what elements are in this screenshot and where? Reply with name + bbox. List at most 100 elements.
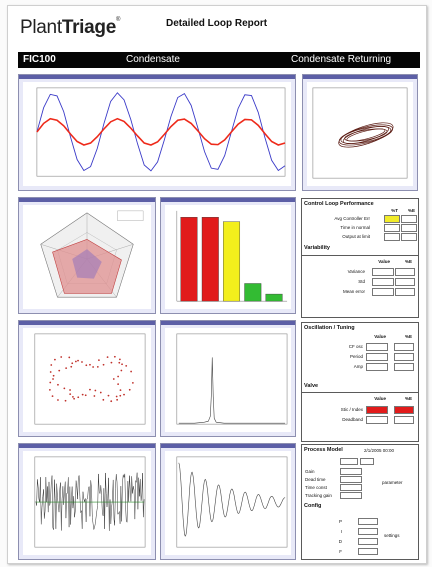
row-label: Tracking gain <box>305 493 332 498</box>
scatter-point <box>123 393 125 396</box>
scatter-point <box>117 375 119 378</box>
row-label: Time in normal <box>340 225 370 230</box>
value-cell <box>366 363 388 371</box>
value-cell <box>395 268 415 276</box>
scatter-point <box>112 378 115 380</box>
row-label: Amp <box>353 364 363 369</box>
valve-heading: Valve <box>304 383 319 389</box>
scatter-point <box>60 356 63 358</box>
scatter-point <box>130 370 132 373</box>
loop-description: Condensate <box>126 54 180 65</box>
value-cell <box>401 233 417 241</box>
scatter-point <box>81 393 84 396</box>
row-label: F <box>339 549 342 554</box>
report-page: PlantTriage® Detailed Loop Report FIC100… <box>7 5 427 564</box>
value-cell <box>340 468 362 475</box>
bar <box>244 283 262 302</box>
scatter-point <box>120 369 123 372</box>
scatter-point <box>77 359 79 362</box>
scatter-point <box>116 398 119 401</box>
noise-trend-panel <box>18 443 156 560</box>
value-cell <box>358 548 378 555</box>
scatter-point <box>84 394 87 397</box>
radar-chart-panel <box>18 197 156 314</box>
spectrum-chart-panel <box>160 320 296 437</box>
value-cell <box>372 288 394 296</box>
spectrum-plot-area <box>165 328 291 432</box>
scatter-point <box>52 378 54 380</box>
scatter-point <box>119 358 121 361</box>
scatter-chart <box>34 333 146 425</box>
panel-header <box>19 321 155 325</box>
scatter-point <box>57 383 59 386</box>
scatter-point <box>131 381 134 384</box>
row-label: Gain <box>305 469 315 474</box>
value-cell <box>366 343 388 351</box>
col-header: %E <box>407 208 415 213</box>
scatter-point <box>63 387 66 390</box>
row-label: Std <box>358 279 365 284</box>
bar-plot-area <box>165 205 291 309</box>
autocorrelation-line <box>178 462 286 537</box>
row-label: I <box>340 529 342 534</box>
row-label: Time const <box>305 485 327 490</box>
oscillation-heading: Oscillation / Tuning <box>304 325 355 331</box>
scatter-plot-area <box>23 328 151 432</box>
scatter-point <box>110 400 113 403</box>
scatter-point <box>85 364 88 367</box>
value-cell <box>360 458 374 465</box>
scatter-point <box>50 364 53 366</box>
scatter-point <box>72 395 74 398</box>
bar <box>223 221 241 302</box>
scatter-point <box>48 389 51 391</box>
divider <box>302 392 418 393</box>
panel-header <box>161 444 295 448</box>
scatter-point <box>96 365 99 368</box>
panel-header <box>161 321 295 325</box>
spectrum-chart <box>176 333 288 425</box>
value-cell <box>340 492 362 499</box>
scatter-point <box>74 360 77 363</box>
scatter-point <box>89 363 91 366</box>
value-cell <box>401 215 417 223</box>
scatter-point <box>49 381 52 384</box>
variability-heading: Variability <box>304 245 330 251</box>
scatter-point <box>81 361 83 363</box>
trend-series-line <box>36 92 286 172</box>
row-label: Variance <box>347 269 365 274</box>
row-label: D <box>338 539 342 544</box>
bar <box>180 217 198 302</box>
row-label: P <box>338 519 342 524</box>
report-title: Detailed Loop Report <box>166 18 268 29</box>
radar-chart <box>40 210 144 298</box>
value-cell <box>394 353 414 361</box>
value-cell <box>394 416 414 424</box>
loop-service: Condensate Returning <box>291 54 392 65</box>
value-cell <box>394 363 414 371</box>
value-cell <box>358 528 378 535</box>
planttriage-logo: PlantTriage® <box>20 17 121 38</box>
oscillation-table: Oscillation / Tuning Value %E CF osc Per… <box>301 322 419 442</box>
process-model-heading: Process Model <box>304 447 343 453</box>
value-cell <box>384 215 400 223</box>
panel-header <box>19 75 295 79</box>
scatter-point <box>99 391 102 394</box>
col-header: %T <box>391 208 398 213</box>
col-header: %E <box>404 396 412 401</box>
row-label: Output at limit <box>342 234 370 239</box>
loop-info-bar: FIC100 Condensate Condensate Returning <box>18 52 420 68</box>
scatter-point <box>93 395 96 397</box>
scatter-point <box>94 389 97 392</box>
scatter-point <box>115 395 118 398</box>
autocorrelation-plot-area <box>165 451 291 555</box>
side-label: settings <box>384 533 400 538</box>
value-cell <box>372 268 394 276</box>
scatter-point <box>92 366 94 368</box>
panel-header <box>161 198 295 202</box>
scatter-point <box>102 398 105 401</box>
scatter-point <box>128 388 131 391</box>
scatter-point <box>119 389 122 391</box>
scatter-point <box>71 362 74 365</box>
scatter-point <box>52 374 55 377</box>
value-cell <box>340 484 362 491</box>
